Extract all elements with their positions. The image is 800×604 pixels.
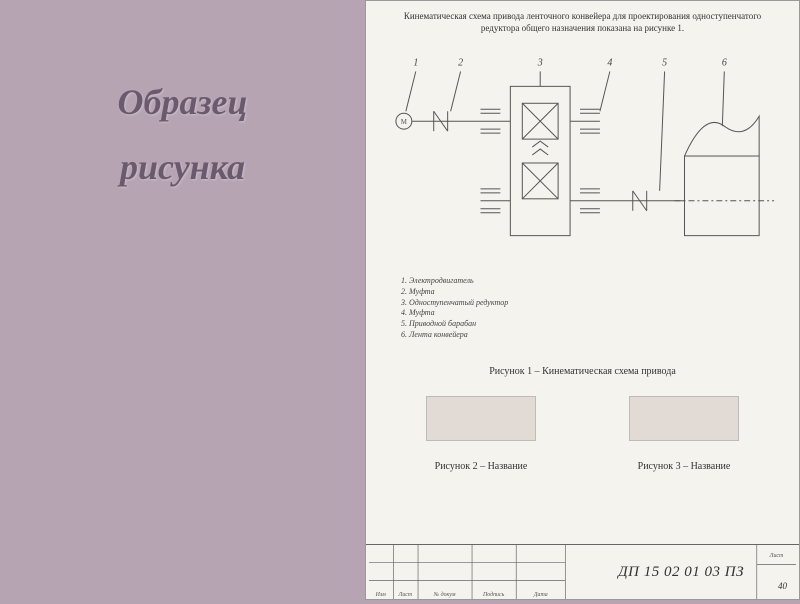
figure1-caption: Рисунок 1 – Кинематическая схема привода <box>366 366 799 377</box>
page-number: 40 <box>778 581 787 591</box>
kinematic-diagram: М <box>376 51 789 271</box>
legend-item: 2. Муфта <box>401 287 508 298</box>
svg-text:Лист: Лист <box>769 553 784 559</box>
legend-item: 5. Приводной барабан <box>401 319 508 330</box>
svg-text:Дата: Дата <box>533 592 548 598</box>
figure2-caption: Рисунок 2 – Название <box>406 461 556 472</box>
slide-title: Образец рисунка <box>117 70 247 200</box>
legend-item: 6. Лента конвейера <box>401 330 508 341</box>
title-line2: рисунка <box>117 135 247 200</box>
label-3: 3 <box>537 57 543 68</box>
title-line1: Образец <box>117 70 247 135</box>
legend: 1. Электродвигатель 2. Муфта 3. Одноступ… <box>401 276 508 341</box>
svg-text:М: М <box>401 118 407 126</box>
label-6: 6 <box>722 57 727 68</box>
left-panel: Образец рисунка <box>0 0 365 600</box>
legend-item: 1. Электродвигатель <box>401 276 508 287</box>
legend-item: 3. Одноступенчатый редуктор <box>401 298 508 309</box>
label-5: 5 <box>662 57 667 68</box>
figure3-caption: Рисунок 3 – Название <box>609 461 759 472</box>
svg-text:Лист: Лист <box>397 592 412 598</box>
figure2-placeholder <box>426 396 536 441</box>
label-4: 4 <box>607 57 612 68</box>
svg-text:№ докум: № докум <box>433 591 456 598</box>
label-2: 2 <box>458 57 463 68</box>
document-page: Кинематическая схема привода ленточного … <box>365 0 800 600</box>
legend-item: 4. Муфта <box>401 308 508 319</box>
svg-text:Подпись: Подпись <box>482 591 505 598</box>
document-code: ДП 15 02 01 03 ПЗ <box>618 564 744 581</box>
title-block: Изм Лист № докум Подпись Дата Лист ДП 15… <box>366 544 799 599</box>
label-1: 1 <box>413 57 418 68</box>
svg-text:Изм: Изм <box>375 592 386 598</box>
doc-header-text: Кинематическая схема привода ленточного … <box>386 11 779 34</box>
figure3-placeholder <box>629 396 739 441</box>
